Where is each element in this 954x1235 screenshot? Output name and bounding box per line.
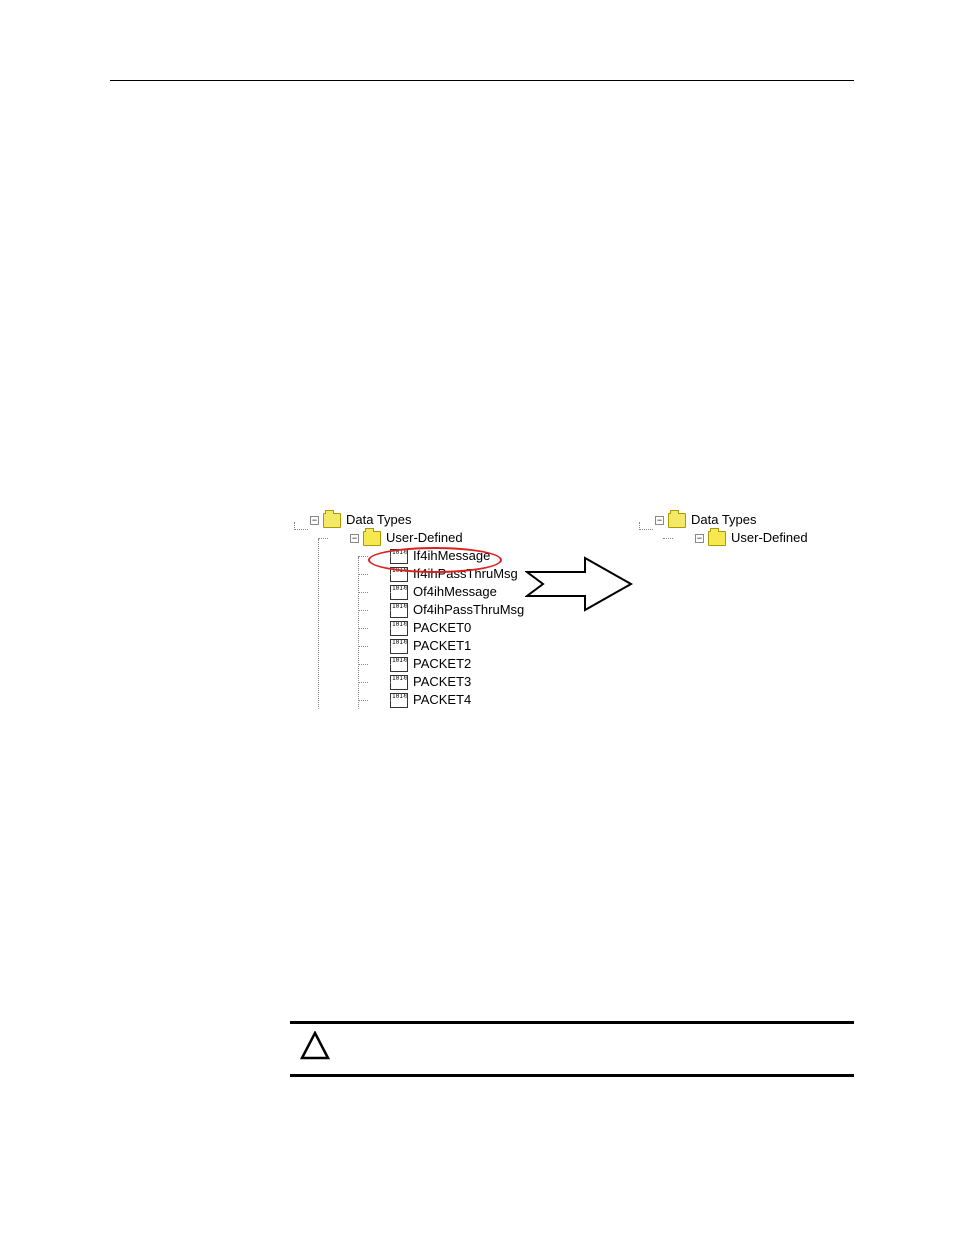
tree-item[interactable]: Of4ihMessage bbox=[290, 583, 524, 601]
warning-triangle-icon bbox=[300, 1031, 330, 1066]
tree-label: PACKET4 bbox=[413, 691, 471, 709]
expander-minus-icon[interactable]: − bbox=[350, 534, 359, 543]
tree-label: If4ihMessage bbox=[413, 547, 490, 565]
tree-item[interactable]: If4ihMessage bbox=[290, 547, 524, 565]
folder-icon bbox=[668, 513, 686, 528]
tree-item[interactable]: PACKET3 bbox=[290, 673, 524, 691]
tree-label: User-Defined bbox=[386, 529, 463, 547]
right-tree: − Data Types − User-Defined bbox=[635, 511, 808, 547]
struct-icon bbox=[390, 639, 408, 654]
struct-icon bbox=[390, 603, 408, 618]
tree-label: Of4ihMessage bbox=[413, 583, 497, 601]
expander-minus-icon[interactable]: − bbox=[310, 516, 319, 525]
struct-icon bbox=[390, 657, 408, 672]
tree-label: Data Types bbox=[691, 511, 757, 529]
folder-icon bbox=[708, 531, 726, 546]
block-arrow-icon bbox=[525, 556, 635, 617]
tree-node-user-defined[interactable]: − User-Defined bbox=[635, 529, 808, 547]
tree-label: PACKET0 bbox=[413, 619, 471, 637]
tree-label: Data Types bbox=[346, 511, 412, 529]
expander-minus-icon[interactable]: − bbox=[655, 516, 664, 525]
tree-label: PACKET2 bbox=[413, 655, 471, 673]
struct-icon bbox=[390, 693, 408, 708]
tree-item[interactable]: Of4ihPassThruMsg bbox=[290, 601, 524, 619]
struct-icon bbox=[390, 585, 408, 600]
tree-item[interactable]: PACKET0 bbox=[290, 619, 524, 637]
left-tree: − Data Types − User-Defined If4ihMessage… bbox=[290, 511, 524, 709]
tree-node-data-types[interactable]: − Data Types bbox=[635, 511, 808, 529]
tree-node-user-defined[interactable]: − User-Defined bbox=[290, 529, 524, 547]
struct-icon bbox=[390, 567, 408, 582]
tree-label: PACKET3 bbox=[413, 673, 471, 691]
tree-label: Of4ihPassThruMsg bbox=[413, 601, 524, 619]
tree-label: PACKET1 bbox=[413, 637, 471, 655]
page: − Data Types − User-Defined If4ihMessage… bbox=[0, 0, 954, 1077]
top-horizontal-rule bbox=[110, 80, 854, 81]
expander-minus-icon[interactable]: − bbox=[695, 534, 704, 543]
struct-icon bbox=[390, 675, 408, 690]
tree-label: If4ihPassThruMsg bbox=[413, 565, 518, 583]
heavy-rule-bottom bbox=[290, 1074, 854, 1077]
attention-block bbox=[290, 1021, 854, 1077]
tree-item[interactable]: PACKET1 bbox=[290, 637, 524, 655]
tree-item[interactable]: PACKET4 bbox=[290, 691, 524, 709]
tree-diagram: − Data Types − User-Defined If4ihMessage… bbox=[290, 511, 850, 771]
tree-item[interactable]: If4ihPassThruMsg bbox=[290, 565, 524, 583]
folder-icon bbox=[323, 513, 341, 528]
tree-label: User-Defined bbox=[731, 529, 808, 547]
struct-icon bbox=[390, 621, 408, 636]
tree-item[interactable]: PACKET2 bbox=[290, 655, 524, 673]
folder-icon bbox=[363, 531, 381, 546]
struct-icon bbox=[390, 549, 408, 564]
tree-node-data-types[interactable]: − Data Types bbox=[290, 511, 524, 529]
attention-row bbox=[290, 1024, 854, 1074]
